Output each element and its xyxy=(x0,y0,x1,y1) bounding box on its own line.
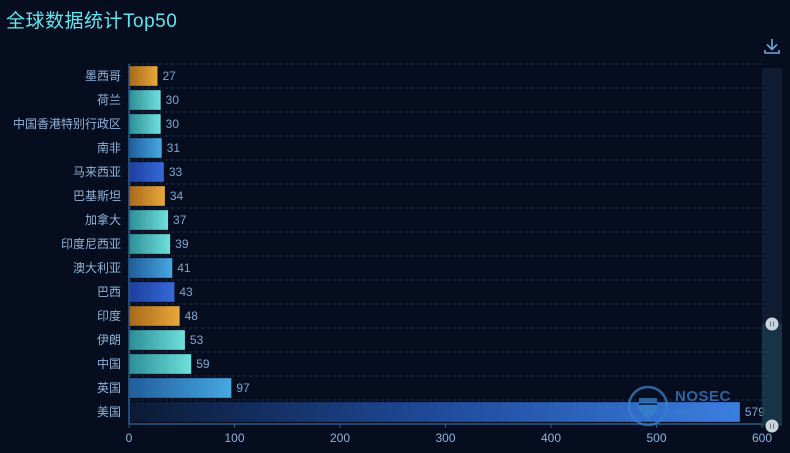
bar[interactable] xyxy=(129,402,740,422)
bar[interactable] xyxy=(129,354,192,374)
bar[interactable] xyxy=(129,306,180,326)
category-label: 南非 xyxy=(97,140,121,155)
category-label: 加拿大 xyxy=(85,212,121,227)
category-label: 荷兰 xyxy=(97,93,121,107)
category-label: 墨西哥 xyxy=(85,69,121,83)
slider-handle-top[interactable] xyxy=(765,317,779,331)
value-label: 31 xyxy=(167,141,181,155)
bar[interactable] xyxy=(129,66,158,86)
category-label: 巴西 xyxy=(97,285,121,299)
bar[interactable] xyxy=(129,210,169,230)
slider-selection[interactable] xyxy=(762,324,782,426)
watermark: NOSEC nosec.org xyxy=(627,384,747,428)
x-tick-label: 100 xyxy=(224,431,244,445)
category-label: 美国 xyxy=(97,405,121,419)
value-label: 53 xyxy=(190,333,204,347)
x-tick-label: 200 xyxy=(330,431,350,445)
watermark-name: NOSEC xyxy=(675,388,731,405)
x-tick-label: 300 xyxy=(435,431,455,445)
bar[interactable] xyxy=(129,162,164,182)
shield-icon xyxy=(627,385,669,427)
value-label: 579 xyxy=(745,405,765,419)
value-label: 33 xyxy=(169,165,183,179)
watermark-domain: nosec.org xyxy=(675,407,725,418)
bar[interactable] xyxy=(129,114,161,134)
category-label: 中国香港特别行政区 xyxy=(13,116,121,131)
bar[interactable] xyxy=(129,138,162,158)
value-label: 39 xyxy=(175,237,189,251)
category-label: 马来西亚 xyxy=(73,165,121,179)
bar[interactable] xyxy=(129,330,185,350)
chart-title: 全球数据统计Top50 xyxy=(6,11,178,32)
value-label: 97 xyxy=(236,381,250,395)
value-label: 27 xyxy=(162,69,176,83)
value-label: 30 xyxy=(166,93,180,107)
value-label: 59 xyxy=(196,357,210,371)
bar[interactable] xyxy=(129,90,161,110)
category-label: 印度 xyxy=(97,308,121,323)
category-label: 伊朗 xyxy=(97,333,121,347)
category-label: 中国 xyxy=(97,356,121,371)
slider-handle-bottom[interactable] xyxy=(765,419,779,433)
bar[interactable] xyxy=(129,258,173,278)
download-icon[interactable] xyxy=(762,36,782,56)
value-label: 48 xyxy=(185,309,199,323)
value-label: 34 xyxy=(170,189,184,203)
value-label: 37 xyxy=(173,213,187,227)
value-label: 43 xyxy=(179,285,193,299)
bar[interactable] xyxy=(129,282,175,302)
x-tick-label: 0 xyxy=(126,431,133,445)
data-zoom-slider[interactable] xyxy=(762,68,782,433)
x-tick-label: 600 xyxy=(752,431,772,445)
value-label: 30 xyxy=(166,117,180,131)
bar[interactable] xyxy=(129,378,232,398)
bar[interactable] xyxy=(129,234,171,254)
x-tick-label: 400 xyxy=(541,431,561,445)
bar[interactable] xyxy=(129,186,165,206)
category-label: 英国 xyxy=(97,381,121,395)
category-label: 巴基斯坦 xyxy=(73,189,121,203)
category-label: 印度尼西亚 xyxy=(61,236,121,251)
value-label: 41 xyxy=(177,261,191,275)
x-tick-label: 500 xyxy=(646,431,666,445)
category-label: 澳大利亚 xyxy=(73,261,121,275)
